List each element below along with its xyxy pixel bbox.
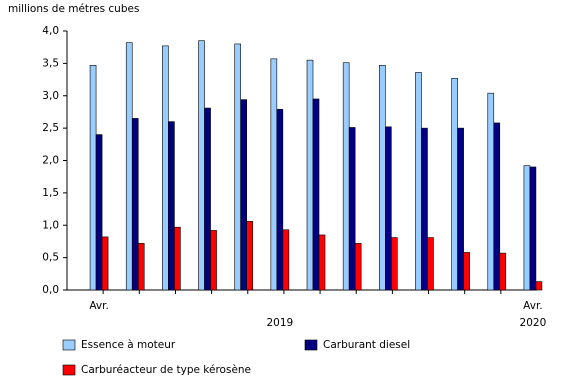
- bar: [198, 40, 205, 291]
- bar: [427, 237, 434, 291]
- bar: [342, 62, 350, 291]
- bar: [174, 226, 181, 291]
- bar: [137, 243, 145, 291]
- y-tick-label: 1,5: [42, 187, 59, 199]
- bar: [535, 281, 543, 291]
- legend-label: Carburant diesel: [323, 339, 410, 351]
- y-tick-label: 2,0: [42, 155, 59, 167]
- bar: [131, 118, 139, 291]
- legend-label: Essence à moteur: [81, 339, 176, 351]
- bar: [276, 109, 284, 291]
- y-tick-label: 3,5: [42, 57, 59, 69]
- y-tick-label: 1,0: [42, 219, 59, 231]
- bar: [125, 42, 133, 291]
- bar: [162, 45, 169, 291]
- bar: [421, 127, 428, 291]
- bar: [415, 72, 422, 291]
- legend-swatch: [304, 339, 318, 351]
- bar: [312, 98, 320, 291]
- legend-swatch: [62, 339, 76, 351]
- y-tick-label: 0,5: [42, 252, 59, 264]
- bar: [318, 234, 326, 291]
- y-tick-label: 2,5: [42, 122, 59, 134]
- bar: [487, 92, 495, 291]
- legend-label: Carburéacteur de type kérosène: [81, 364, 251, 376]
- bar: [306, 59, 314, 291]
- year-label: 2020: [520, 317, 547, 329]
- bar: [89, 65, 97, 291]
- bar: [101, 236, 109, 291]
- y-tick-label: 4,0: [42, 25, 59, 37]
- bar: [240, 99, 247, 291]
- bar: [246, 221, 253, 291]
- y-tick-label: 3,0: [42, 90, 59, 102]
- bar: [282, 229, 290, 291]
- bar: [391, 237, 398, 291]
- y-tick-label: 0,0: [42, 284, 59, 296]
- year-label: 2019: [266, 317, 293, 329]
- bar: [529, 166, 537, 291]
- bar: [204, 107, 211, 291]
- bar: [95, 134, 103, 291]
- bar: [210, 230, 217, 291]
- bar: [499, 252, 507, 291]
- axis-title: millions de métres cubes: [8, 3, 139, 15]
- bar: [385, 126, 392, 291]
- bar: [379, 65, 386, 291]
- bar: [354, 243, 362, 291]
- bar: [451, 77, 458, 291]
- bar: [523, 165, 531, 291]
- x-tick-label: Avr.: [89, 300, 108, 312]
- bar: [457, 127, 464, 291]
- bar: [463, 252, 470, 291]
- bar: [234, 43, 241, 291]
- bar: [493, 122, 501, 291]
- legend-swatch: [62, 364, 76, 376]
- bar: [270, 58, 278, 291]
- x-tick-label: Avr.: [523, 300, 542, 312]
- bar: [168, 121, 175, 291]
- bar: [348, 127, 356, 291]
